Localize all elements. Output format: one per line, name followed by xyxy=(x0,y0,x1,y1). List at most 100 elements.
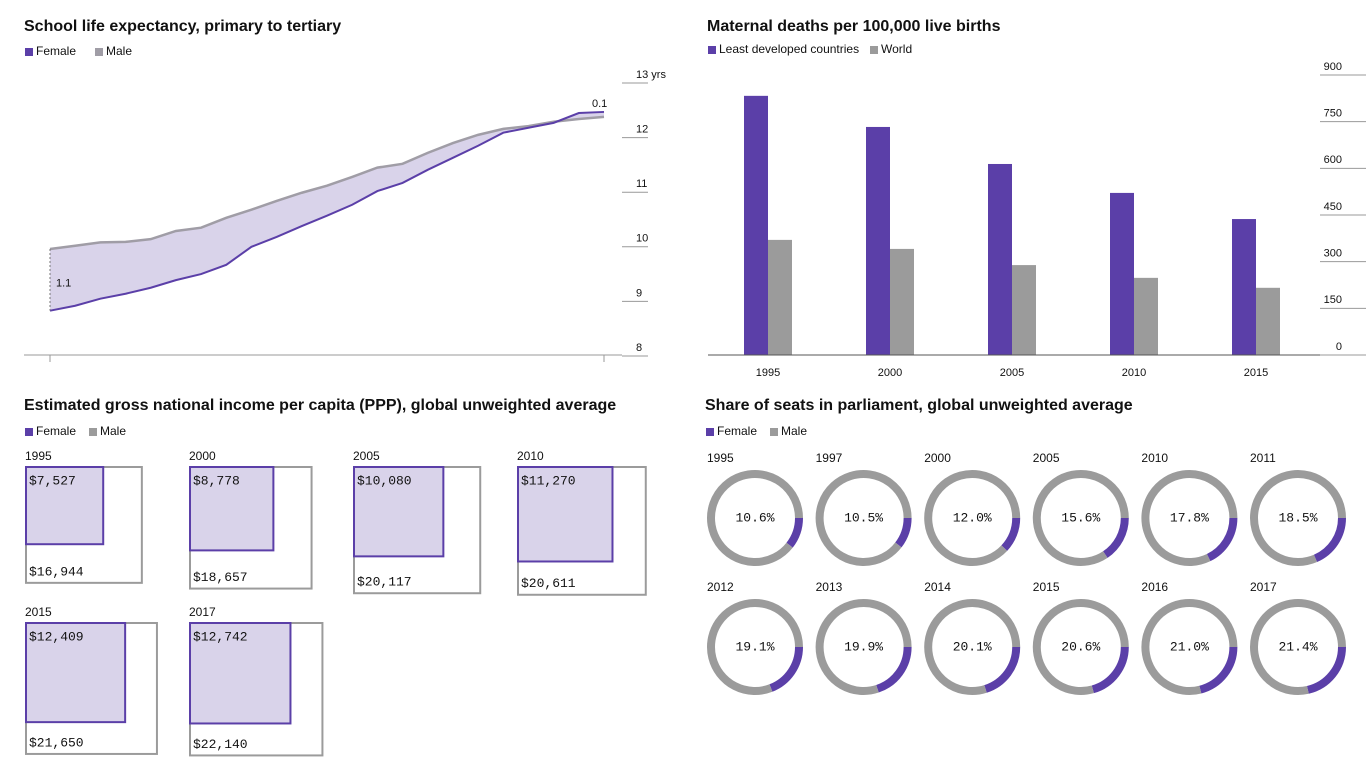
y-tick-label: 300 xyxy=(1324,248,1342,260)
y-tick-label: 8 xyxy=(636,342,642,354)
male-arc xyxy=(815,470,912,566)
annotation: 0.1 xyxy=(592,98,607,110)
male-arc xyxy=(924,470,1021,566)
female-value: $7,527 xyxy=(29,473,76,488)
female-share: 19.1% xyxy=(735,639,774,654)
bar xyxy=(988,163,1012,355)
bar xyxy=(1256,287,1280,355)
female-square xyxy=(189,622,292,725)
y-tick-label: 0 xyxy=(1336,341,1342,353)
male-value: $20,117 xyxy=(357,575,412,590)
female-arc xyxy=(1206,517,1238,562)
female-share: 21.4% xyxy=(1278,639,1317,654)
female-share: 20.1% xyxy=(953,639,992,654)
year-label: 2014 xyxy=(924,580,951,594)
year-label: 1997 xyxy=(816,451,843,465)
female-square xyxy=(517,466,614,563)
x-tick-label: 1995 xyxy=(756,367,780,379)
bar xyxy=(1232,219,1256,355)
female-arc xyxy=(1306,646,1346,694)
female-arc xyxy=(1091,646,1129,694)
female-share: 15.6% xyxy=(1061,510,1100,525)
bar xyxy=(1134,277,1158,355)
y-tick-label: 11 xyxy=(636,178,647,190)
year-label: 1995 xyxy=(707,451,734,465)
female-value: $12,409 xyxy=(29,629,84,644)
male-arc xyxy=(924,599,1021,695)
female-arc xyxy=(786,517,803,548)
year-label: 2010 xyxy=(517,449,544,463)
female-share: 17.8% xyxy=(1170,510,1209,525)
y-tick-label: 900 xyxy=(1324,61,1342,73)
legend-label: Male xyxy=(106,44,132,58)
bar xyxy=(1012,265,1036,355)
male-value: $16,944 xyxy=(29,564,84,579)
female-arc xyxy=(1199,646,1238,694)
female-arc xyxy=(769,646,803,692)
bar xyxy=(890,248,914,355)
bar xyxy=(744,95,768,355)
male-arc xyxy=(1141,470,1238,566)
female-square xyxy=(353,466,445,558)
bar xyxy=(768,239,792,355)
y-tick-label: 10 xyxy=(636,233,648,245)
legend-label: Least developed countries xyxy=(719,42,859,56)
y-tick-label: 450 xyxy=(1324,201,1342,213)
male-arc xyxy=(707,470,803,566)
female-value: $10,080 xyxy=(357,473,412,488)
female-share: 19.9% xyxy=(844,639,883,654)
bar xyxy=(1110,192,1134,355)
legend-swatch xyxy=(25,48,33,56)
male-arc xyxy=(1250,470,1346,566)
female-arc xyxy=(1313,517,1346,563)
year-label: 2017 xyxy=(189,605,216,619)
year-label: 2000 xyxy=(189,449,216,463)
legend-swatch xyxy=(95,48,103,56)
male-arc xyxy=(1032,470,1129,566)
legend-swatch xyxy=(708,46,716,54)
gap-fill xyxy=(50,111,604,311)
male-value: $20,611 xyxy=(521,576,576,591)
series-line xyxy=(49,115,605,251)
legend-swatch xyxy=(770,428,778,436)
year-label: 2015 xyxy=(1033,580,1060,594)
male-value: $21,650 xyxy=(29,735,84,750)
legend-swatch xyxy=(25,428,33,436)
legend-label: Male xyxy=(781,424,807,438)
legend-swatch xyxy=(870,46,878,54)
year-label: 2013 xyxy=(816,580,843,594)
female-arc xyxy=(876,646,912,693)
female-arc xyxy=(1102,517,1129,558)
x-tick-label: 2005 xyxy=(1000,367,1024,379)
female-value: $8,778 xyxy=(193,473,240,488)
year-label: 2017 xyxy=(1250,580,1277,594)
female-share: 20.6% xyxy=(1061,639,1100,654)
year-label: 2011 xyxy=(1250,451,1276,465)
female-square xyxy=(25,622,127,724)
female-share: 10.5% xyxy=(844,510,883,525)
legend-label: World xyxy=(881,42,912,56)
male-arc xyxy=(707,599,803,695)
y-tick-label: 13 yrs xyxy=(636,69,666,81)
female-share: 10.6% xyxy=(735,510,774,525)
year-label: 2010 xyxy=(1141,451,1168,465)
legend-label: Female xyxy=(36,44,76,58)
year-label: 1995 xyxy=(25,449,52,463)
legend-label: Female xyxy=(717,424,757,438)
year-label: 2016 xyxy=(1141,580,1168,594)
year-label: 2000 xyxy=(924,451,951,465)
year-label: 2005 xyxy=(353,449,380,463)
female-arc xyxy=(1001,517,1021,551)
male-arc xyxy=(815,599,912,695)
bar xyxy=(866,126,890,355)
female-arc xyxy=(984,646,1021,693)
x-tick-label: 2000 xyxy=(878,367,902,379)
female-arc xyxy=(895,517,912,548)
y-tick-label: 12 xyxy=(636,124,648,136)
chart-title: Estimated gross national income per capi… xyxy=(24,397,616,414)
female-share: 18.5% xyxy=(1278,510,1317,525)
y-tick-label: 150 xyxy=(1324,294,1342,306)
year-label: 2005 xyxy=(1033,451,1060,465)
year-label: 2015 xyxy=(25,605,52,619)
female-square xyxy=(189,466,275,552)
